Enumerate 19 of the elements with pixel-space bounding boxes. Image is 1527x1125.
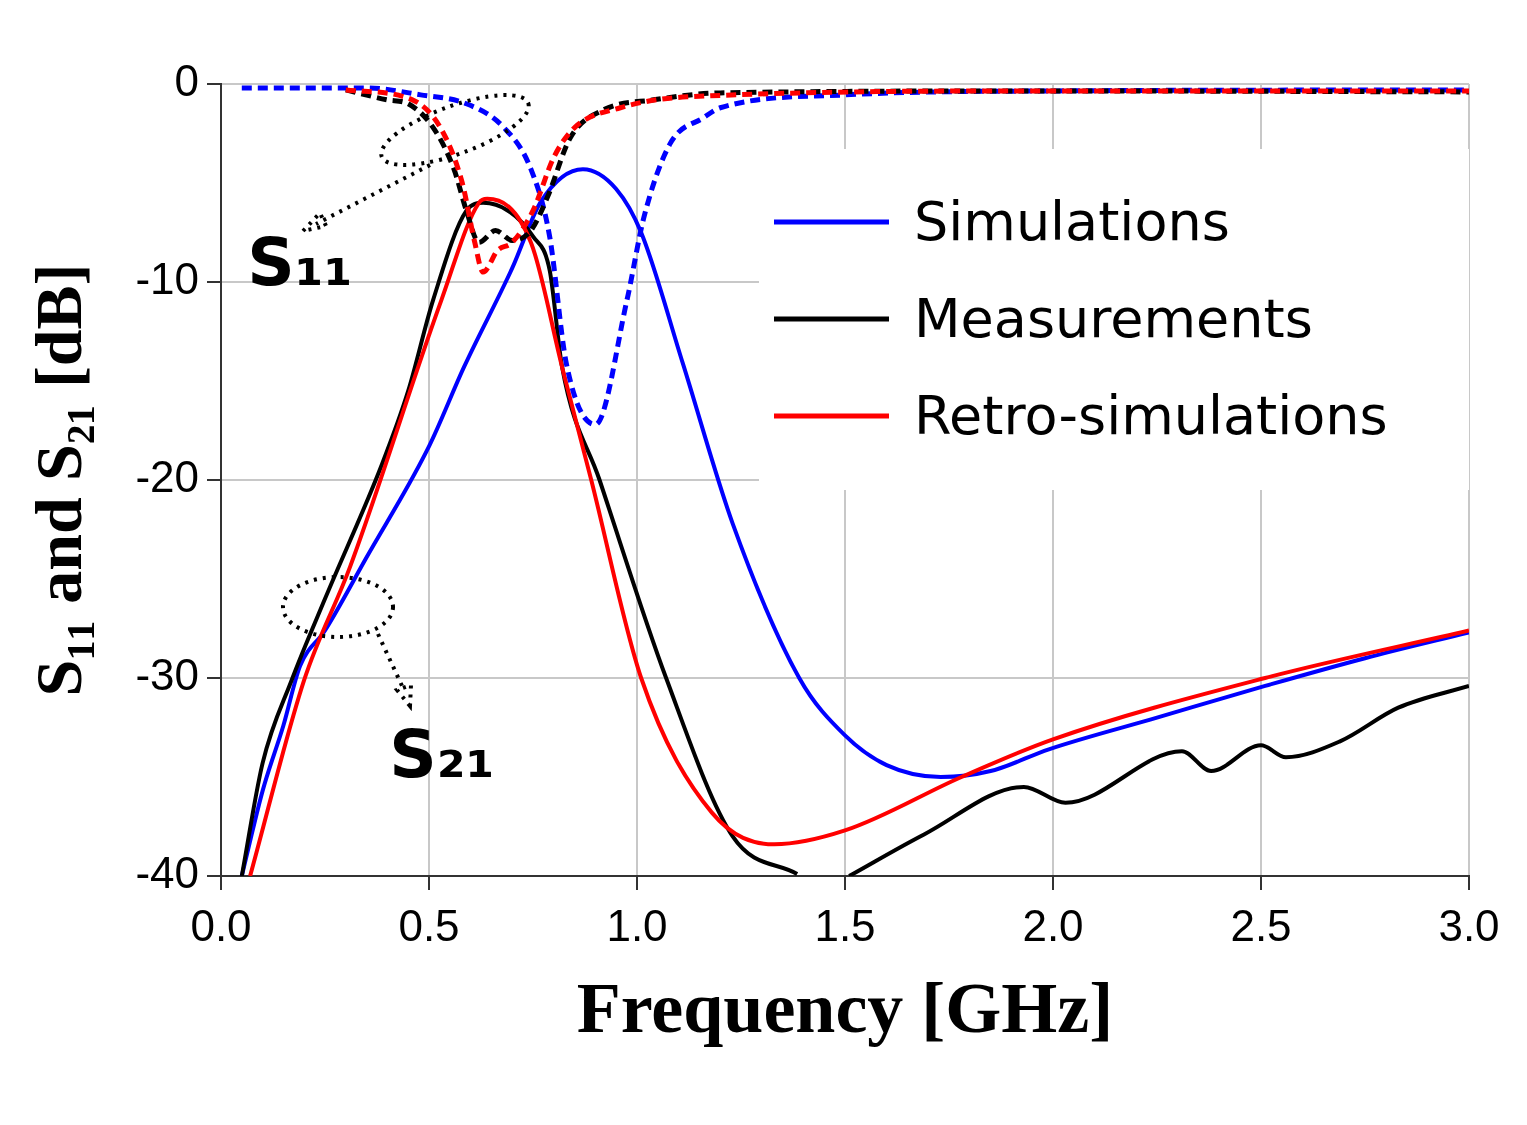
x-axis-title: Frequency [GHz]	[576, 968, 1114, 1049]
legend-label: Retro-simulations	[914, 384, 1388, 448]
x-tick-label: 0.5	[398, 900, 460, 950]
y-tick-label: 0	[174, 56, 199, 106]
y-tick-label: -20	[135, 452, 199, 502]
annotation: S₂₁	[389, 716, 495, 794]
x-tick-label: 3.0	[1438, 900, 1500, 950]
y-tick-label: -10	[135, 254, 199, 304]
annotation: S₁₁	[247, 224, 353, 302]
x-tick-label: 2.0	[1022, 900, 1084, 950]
x-tick-label: 0.0	[190, 900, 252, 950]
x-tick-label: 2.5	[1230, 900, 1292, 950]
x-tick-label: 1.5	[814, 900, 876, 950]
y-axis-title: S₁₁ and S₂₁ [dB]	[21, 263, 95, 697]
x-tick-label: 1.0	[606, 900, 668, 950]
legend-label: Measurements	[914, 287, 1313, 351]
y-tick-label: -30	[135, 650, 199, 700]
y-tick-label: -40	[135, 848, 199, 898]
legend-label: Simulations	[914, 190, 1230, 254]
